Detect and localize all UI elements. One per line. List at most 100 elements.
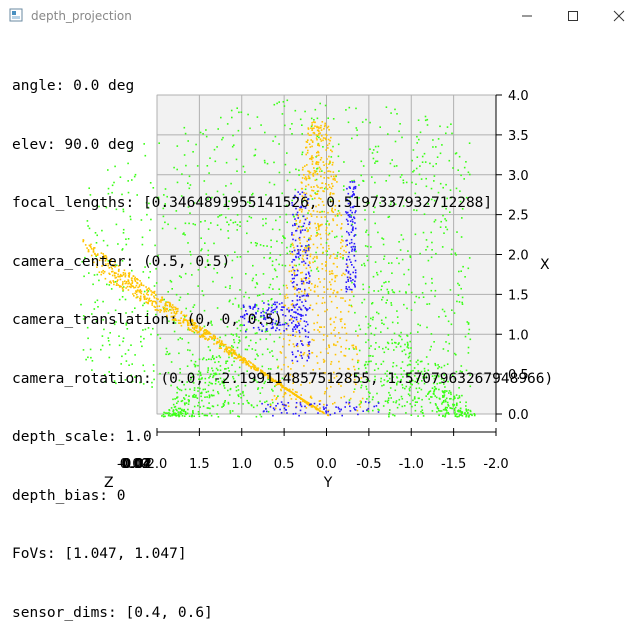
orange-point <box>272 379 274 382</box>
green-point <box>455 187 458 190</box>
green-point <box>343 185 345 187</box>
orange-point <box>168 301 171 304</box>
orange-point <box>317 314 319 317</box>
green-point <box>226 254 229 257</box>
green-point <box>467 352 470 354</box>
blue-point <box>354 234 356 236</box>
green-point <box>469 409 472 412</box>
green-point <box>94 301 96 304</box>
orange-point <box>129 283 132 285</box>
y-tick-label: -1.0 <box>399 457 424 472</box>
blue-point <box>299 254 302 257</box>
blue-point <box>354 186 357 188</box>
green-point <box>294 109 297 112</box>
green-point <box>398 342 400 344</box>
green-point <box>263 256 265 259</box>
orange-point <box>206 330 209 332</box>
green-point <box>165 353 167 356</box>
orange-point <box>339 256 342 258</box>
orange-point <box>99 257 102 259</box>
blue-point <box>345 401 348 404</box>
blue-point <box>295 207 297 210</box>
orange-point <box>248 364 250 367</box>
blue-point <box>350 261 352 263</box>
green-point <box>200 221 202 223</box>
green-point <box>396 406 399 409</box>
blue-point <box>349 206 352 209</box>
green-point <box>456 415 459 418</box>
orange-point <box>321 200 324 203</box>
green-point <box>284 124 286 127</box>
orange-point <box>331 182 333 185</box>
blue-point <box>307 341 310 344</box>
green-point <box>295 168 297 171</box>
green-point <box>217 369 219 371</box>
green-point <box>224 368 226 370</box>
green-point <box>450 323 453 326</box>
blue-point <box>272 407 275 409</box>
green-point <box>307 212 309 214</box>
green-point <box>238 111 240 114</box>
green-point <box>173 166 175 169</box>
green-point <box>166 195 168 198</box>
green-point <box>262 273 265 275</box>
green-point <box>232 221 235 224</box>
green-point <box>290 243 292 246</box>
blue-point <box>353 205 356 208</box>
3d-scatter-plot[interactable]: 0.00.51.01.52.02.53.03.54.0X2.0 1.5 1.0 0.5… <box>0 31 642 512</box>
green-point <box>210 373 212 375</box>
green-point <box>444 391 446 394</box>
blue-point <box>296 326 298 329</box>
green-point <box>129 215 132 218</box>
green-point <box>193 415 195 417</box>
minimize-button[interactable] <box>504 0 550 31</box>
green-point <box>255 244 258 247</box>
green-point <box>213 372 215 375</box>
blue-point <box>313 402 316 405</box>
orange-point <box>331 272 334 275</box>
green-point <box>441 401 444 404</box>
green-point <box>88 272 90 274</box>
green-point <box>155 268 157 270</box>
orange-point <box>125 287 127 289</box>
green-point <box>464 335 467 338</box>
green-point <box>456 402 458 405</box>
green-point <box>176 402 178 404</box>
orange-point <box>316 257 318 259</box>
orange-point <box>317 295 319 297</box>
green-point <box>222 403 225 405</box>
orange-point <box>300 398 303 400</box>
blue-point <box>291 204 294 206</box>
orange-point <box>326 144 329 147</box>
green-point <box>316 232 318 234</box>
orange-point <box>319 132 321 134</box>
green-point <box>449 211 451 213</box>
green-point <box>374 348 376 350</box>
green-point <box>281 192 283 195</box>
orange-point <box>172 315 175 318</box>
blue-point <box>347 278 349 281</box>
green-point <box>373 334 376 336</box>
green-point <box>371 398 374 401</box>
green-point <box>441 308 444 311</box>
green-point <box>445 183 447 186</box>
green-point <box>127 162 129 165</box>
maximize-button[interactable] <box>550 0 596 31</box>
blue-point <box>265 410 268 413</box>
orange-point <box>283 304 286 307</box>
green-point <box>255 282 258 284</box>
blue-point <box>299 230 302 232</box>
green-point <box>420 178 423 180</box>
orange-point <box>304 177 306 180</box>
green-point <box>205 129 207 131</box>
orange-point <box>323 190 325 193</box>
green-point <box>421 409 424 411</box>
green-point <box>469 173 471 176</box>
orange-point <box>220 347 222 349</box>
close-button[interactable] <box>596 0 642 31</box>
green-point <box>162 413 165 416</box>
green-point <box>166 351 168 353</box>
orange-point <box>321 410 323 413</box>
green-point <box>183 402 186 404</box>
orange-point <box>125 282 127 285</box>
